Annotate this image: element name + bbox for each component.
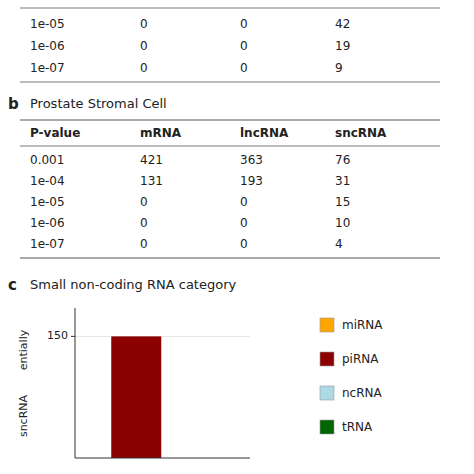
bar-panel: c Small non-coding RNA category 150 entiall… [8,276,383,459]
table-rule [20,146,440,147]
chart-title: Small non-coding RNA category [30,277,236,292]
table-header: P-value [30,126,80,140]
legend: miRNA piRNA ncRNA tRNA [320,318,383,435]
table-header: mRNA [140,126,182,140]
table-cell: 0 [240,39,248,53]
table-cell: 10 [335,216,350,230]
table-cell: 0 [240,216,248,230]
x-axis [75,458,250,459]
table-cell: 1e-05 [30,195,65,209]
legend-swatch [320,386,334,400]
panel-label: b [8,95,19,113]
legend-swatch [320,318,334,332]
table-cell: 0 [140,61,148,75]
table-cell: 0 [240,61,248,75]
table-cell: 31 [335,174,350,188]
legend-swatch [320,352,334,366]
figure: 1e-05 0 0 42 1e-06 0 0 19 1e-07 0 0 9 b Prostate Stro… [0,0,474,474]
table-cell: 0 [240,237,248,251]
legend-swatch [320,420,334,434]
table-cell: 9 [335,61,343,75]
table-cell: 193 [240,174,263,188]
table-cell: 0 [240,195,248,209]
table-cell: 363 [240,153,263,167]
annotation: sncRNA [17,394,30,437]
table-rule [20,119,440,120]
y-tick-label: 150 [47,329,68,342]
panel-label: c [8,276,17,294]
grid-line [75,336,250,337]
table-cell: 131 [140,174,163,188]
table-cell: 0 [140,195,148,209]
legend-label: miRNA [342,318,383,332]
table-rule [20,8,440,9]
table-cell: 0 [140,39,148,53]
table-cell: 0 [140,237,148,251]
table-cell: 1e-06 [30,39,65,53]
legend-label: tRNA [342,420,373,434]
table-cell: 421 [140,153,163,167]
table-cell: 0 [240,17,248,31]
table-cell: 1e-06 [30,216,65,230]
table-cell: 0.001 [30,153,64,167]
table-title: Prostate Stromal Cell [30,96,167,111]
table-cell: 19 [335,39,350,53]
table-rule [20,82,440,83]
table-cell: 1e-05 [30,17,65,31]
bars [111,336,161,458]
table-cell: 1e-07 [30,61,65,75]
bar [111,336,161,458]
table-header: sncRNA [335,126,387,140]
table-a: 1e-05 0 0 42 1e-06 0 0 19 1e-07 0 0 9 [30,17,350,75]
y-axis [75,308,76,458]
legend-label: ncRNA [342,386,383,400]
table-rule [20,257,440,258]
table-cell: 76 [335,153,350,167]
table-b: b Prostate Stromal Cell P-value mRNA lncRNA s… [8,95,387,251]
table-cell: 4 [335,237,343,251]
table-cell: 42 [335,17,350,31]
annotation: entially [17,329,30,370]
table-cell: 0 [140,216,148,230]
table-cell: 0 [140,17,148,31]
y-tick [71,336,75,337]
table-cell: 1e-07 [30,237,65,251]
table-header: lncRNA [240,126,289,140]
legend-label: piRNA [342,352,379,366]
table-cell: 1e-04 [30,174,65,188]
table-cell: 15 [335,195,350,209]
